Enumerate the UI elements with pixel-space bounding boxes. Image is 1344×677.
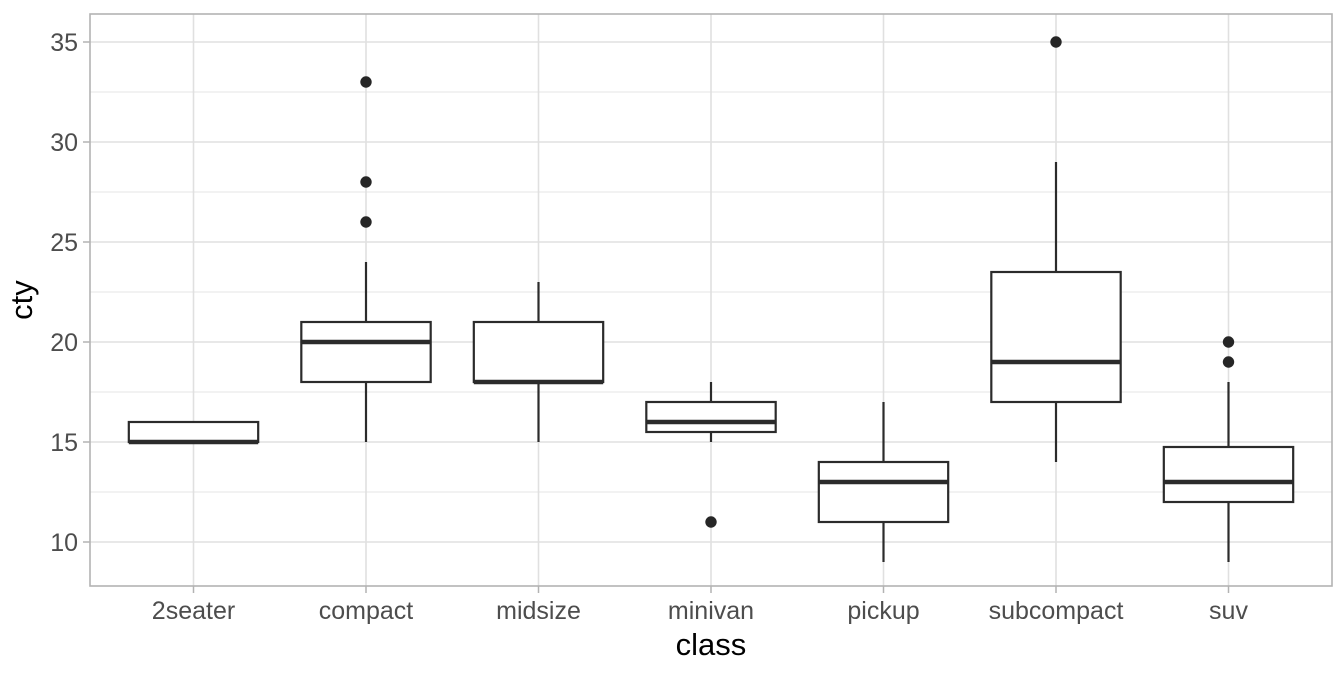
x-tick-label-minivan: minivan bbox=[668, 597, 754, 625]
y-tick-label: 15 bbox=[50, 429, 78, 457]
outlier-point bbox=[360, 216, 372, 228]
outlier-point bbox=[705, 516, 717, 528]
x-tick-label-2seater: 2seater bbox=[152, 597, 235, 625]
iqr-box bbox=[1162, 445, 1295, 504]
y-tick-label: 35 bbox=[50, 29, 78, 57]
boxplot-compact bbox=[300, 76, 432, 442]
boxplot-suv bbox=[1162, 336, 1295, 562]
y-axis: 10 15 20 25 30 35 bbox=[50, 29, 90, 557]
iqr-box bbox=[127, 420, 260, 444]
boxplot-pickup bbox=[817, 402, 950, 562]
outlier-point bbox=[360, 176, 372, 188]
outlier-point bbox=[1222, 356, 1235, 368]
outlier-point bbox=[1050, 36, 1062, 48]
x-axis-title: class bbox=[676, 627, 747, 662]
x-tick-label-compact: compact bbox=[319, 597, 414, 625]
boxplot-midsize bbox=[472, 282, 605, 442]
boxplot-subcompact bbox=[990, 36, 1122, 462]
y-tick-label: 25 bbox=[50, 229, 78, 257]
y-tick-label: 20 bbox=[50, 329, 78, 357]
outlier-point bbox=[360, 76, 372, 88]
x-tick-label-subcompact: subcompact bbox=[989, 597, 1124, 625]
y-tick-label: 30 bbox=[50, 129, 78, 157]
x-tick-label-suv: suv bbox=[1209, 597, 1248, 625]
y-axis-title: cty bbox=[4, 280, 39, 320]
x-tick-label-midsize: midsize bbox=[496, 597, 581, 625]
iqr-box bbox=[645, 400, 777, 434]
boxplot-series bbox=[127, 36, 1295, 562]
outlier-point bbox=[1222, 336, 1235, 348]
iqr-box bbox=[300, 320, 432, 384]
iqr-box bbox=[990, 270, 1122, 404]
y-tick-label: 10 bbox=[50, 529, 78, 557]
boxplot-minivan bbox=[645, 382, 777, 528]
iqr-box bbox=[817, 460, 950, 524]
iqr-box bbox=[472, 320, 605, 384]
x-axis: 2seater compact midsize minivan pickup subcom… bbox=[152, 586, 1248, 625]
x-tick-label-pickup: pickup bbox=[847, 597, 919, 625]
boxplot-2seater bbox=[127, 420, 260, 445]
